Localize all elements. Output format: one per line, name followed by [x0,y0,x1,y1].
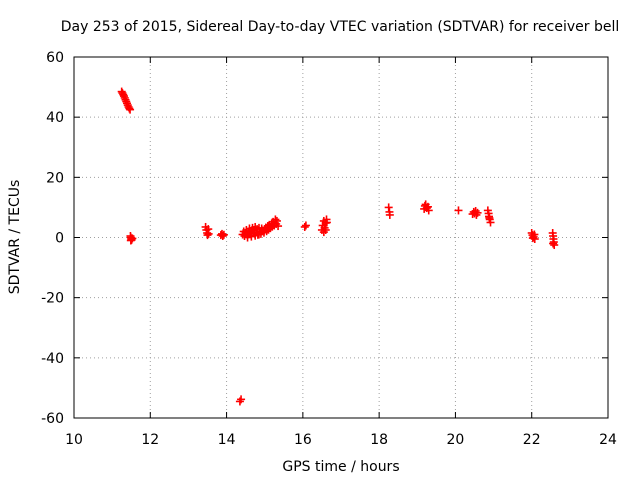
data-point [219,230,228,239]
data-point [254,230,263,239]
y-tick-label: -60 [41,411,64,427]
data-point [204,229,213,238]
x-axis-label: GPS time / hours [282,459,399,475]
data-point [247,232,256,241]
x-tick-label: 24 [599,432,617,448]
y-tick-label: 40 [46,110,64,126]
x-tick-label: 22 [523,432,541,448]
data-point [274,222,283,231]
data-point [454,206,463,215]
x-tick-label: 20 [447,432,465,448]
data-point [272,216,281,225]
axis-ticks: 10 12 14 16 18 20 22 24 -60 -40 -20 0 20 40 60 [41,50,617,448]
data-point [126,105,135,114]
y-tick-label: 0 [55,231,64,247]
data-point [485,213,494,222]
data-point [243,233,252,242]
data-point [321,225,330,234]
grid-lines [74,57,608,418]
data-point [237,395,246,404]
chart-title: Day 253 of 2015, Sidereal Day-to-day VTE… [61,19,620,35]
data-point [530,230,539,239]
y-tick-label: -40 [41,351,64,367]
data-point [218,231,227,240]
data-point [528,234,537,243]
data-point [251,231,260,240]
x-tick-label: 14 [218,432,236,448]
data-point [322,218,331,227]
data-point [486,218,495,227]
x-tick-label: 18 [370,432,388,448]
data-point [385,210,394,219]
data-point [301,221,310,230]
y-tick-label: 20 [46,170,64,186]
data-point [424,206,433,215]
data-points [117,87,559,406]
data-point [473,208,482,217]
y-tick-label: -20 [41,291,64,307]
data-point [550,241,559,250]
y-tick-label: 60 [46,50,64,66]
x-tick-label: 12 [141,432,159,448]
data-point [300,222,309,231]
y-axis-label: SDTVAR / TECUs [7,180,23,295]
data-point [126,236,135,245]
data-point [549,239,558,248]
x-tick-label: 10 [65,432,83,448]
x-tick-label: 16 [294,432,312,448]
